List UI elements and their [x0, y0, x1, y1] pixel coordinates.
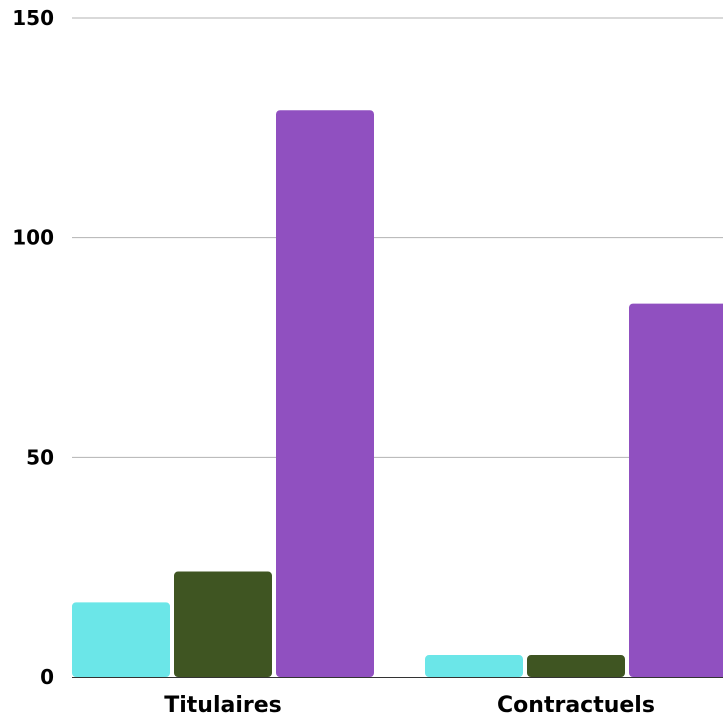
bar-contractuels-series-2 — [527, 655, 625, 677]
bar-contractuels-series-1 — [425, 655, 523, 677]
y-tick-label-150: 150 — [12, 6, 54, 30]
bar-titulaires-series-2 — [174, 571, 272, 677]
x-category-label-contractuels: Contractuels — [497, 693, 655, 718]
grid-layer — [72, 17, 723, 458]
y-tick-label-0: 0 — [40, 665, 54, 689]
y-tick-label-100: 100 — [12, 226, 54, 250]
bar-titulaires-series-3 — [276, 110, 374, 677]
x-category-label-titulaires: Titulaires — [164, 693, 282, 718]
bar-titulaires-series-1 — [72, 602, 170, 677]
bar-layer — [72, 110, 723, 677]
y-tick-label-50: 50 — [26, 445, 54, 469]
bar-contractuels-series-3 — [629, 303, 723, 677]
axis-layer: 0 50 100 150 Titulaires Contractuels — [12, 6, 723, 718]
